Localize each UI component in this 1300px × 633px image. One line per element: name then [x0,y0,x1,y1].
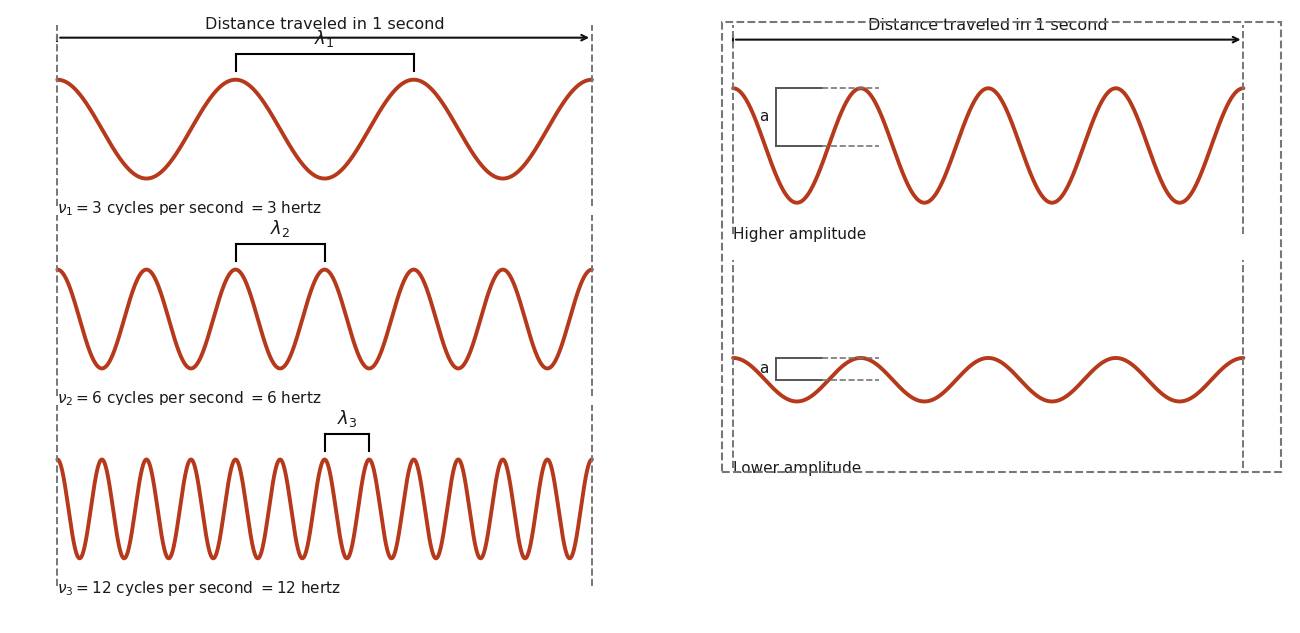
Text: a: a [759,110,768,125]
Text: $\nu_3 = 12$ cycles per second $= 12$ hertz: $\nu_3 = 12$ cycles per second $= 12$ he… [57,579,342,598]
Text: $\nu_2 = 6$ cycles per second $= 6$ hertz: $\nu_2 = 6$ cycles per second $= 6$ hert… [57,389,322,408]
Text: $\nu_1 = 3$ cycles per second $= 3$ hertz: $\nu_1 = 3$ cycles per second $= 3$ hert… [57,199,322,218]
Text: Higher amplitude: Higher amplitude [733,227,866,242]
Text: $\lambda_3$: $\lambda_3$ [337,408,358,429]
Text: Distance traveled in 1 second: Distance traveled in 1 second [205,16,445,32]
Text: $\lambda_1$: $\lambda_1$ [315,28,335,49]
Text: $\lambda_2$: $\lambda_2$ [270,218,290,239]
Text: a: a [759,361,768,377]
Text: Lower amplitude: Lower amplitude [733,461,862,476]
Text: Distance traveled in 1 second: Distance traveled in 1 second [868,18,1108,33]
